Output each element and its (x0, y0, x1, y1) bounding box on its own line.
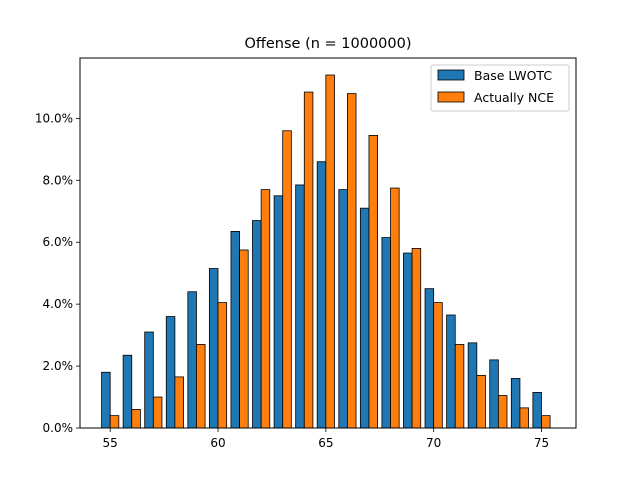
legend-swatch-base (437, 69, 465, 81)
y-tick-label: 2.0% (43, 359, 74, 373)
bar-actually-nce-60 (217, 302, 228, 429)
bar-base-lwotc-61 (230, 230, 240, 429)
x-tick-label: 75 (534, 436, 549, 450)
y-tick-label: 8.0% (43, 173, 74, 187)
bar-base-lwotc-56 (122, 354, 133, 429)
bar-base-lwotc-57 (144, 331, 154, 429)
x-tick-label: 55 (103, 436, 118, 450)
bar-actually-nce-62 (260, 189, 271, 429)
bar-base-lwotc-74 (510, 378, 521, 429)
bar-actually-nce-67 (368, 135, 379, 429)
bar-actually-nce-56 (131, 409, 141, 429)
y-axis: 0.0% 2.0% 4.0% 6.0% 8.0% 10.0% (35, 111, 80, 435)
bar-actually-nce-66 (347, 93, 357, 429)
bar-actually-nce-71 (454, 343, 465, 429)
bar-base-lwotc-72 (467, 342, 478, 429)
bar-actually-nce-70 (433, 302, 443, 429)
legend-box (430, 64, 570, 112)
y-tick-label: 4.0% (43, 297, 74, 311)
bar-base-lwotc-62 (252, 220, 262, 429)
bar-actually-nce-55 (109, 415, 120, 429)
x-tick-label: 65 (318, 436, 333, 450)
bar-actually-nce-68 (390, 187, 400, 429)
bar-base-lwotc-63 (273, 195, 284, 429)
bar-actually-nce-64 (303, 91, 314, 429)
bar-base-lwotc-68 (381, 237, 391, 429)
bar-base-lwotc-67 (359, 207, 370, 429)
bar-base-lwotc-58 (165, 316, 176, 429)
bar-base-lwotc-65 (316, 161, 327, 429)
x-axis: 55 60 65 70 75 (103, 428, 549, 450)
x-tick-label: 70 (426, 436, 441, 450)
bar-base-lwotc-71 (446, 314, 456, 429)
bars-layer (101, 74, 551, 429)
legend-label-nce: Actually NCE (474, 90, 554, 105)
bar-base-lwotc-70 (424, 288, 435, 429)
bar-actually-nce-58 (174, 376, 184, 429)
bar-base-lwotc-75 (532, 391, 542, 429)
bar-actually-nce-63 (282, 130, 292, 429)
legend-swatch-nce (437, 91, 465, 103)
y-tick-label: 10.0% (35, 111, 73, 125)
bar-actually-nce-61 (239, 249, 249, 429)
bar-actually-nce-69 (411, 248, 422, 429)
legend: Base LWOTC Actually NCE (430, 64, 570, 112)
bar-base-lwotc-69 (403, 252, 413, 429)
bar-actually-nce-59 (196, 343, 206, 429)
bar-base-lwotc-59 (187, 291, 197, 429)
bar-base-lwotc-55 (101, 371, 111, 429)
x-tick-label: 60 (210, 436, 225, 450)
bar-base-lwotc-73 (489, 359, 499, 429)
chart-title: Offense (n = 1000000) (244, 36, 411, 52)
bar-base-lwotc-66 (338, 189, 348, 429)
bar-base-lwotc-64 (295, 184, 305, 429)
bar-actually-nce-73 (497, 395, 508, 429)
bar-actually-nce-57 (152, 396, 163, 429)
bar-actually-nce-75 (541, 415, 551, 429)
legend-label-base: Base LWOTC (474, 68, 552, 83)
bar-actually-nce-72 (476, 374, 486, 429)
bar-actually-nce-65 (325, 74, 335, 429)
bar-base-lwotc-60 (208, 268, 219, 429)
bar-actually-nce-74 (519, 407, 529, 429)
y-tick-label: 6.0% (43, 235, 74, 249)
plot-frame (79, 57, 577, 429)
y-tick-label: 0.0% (43, 421, 74, 435)
